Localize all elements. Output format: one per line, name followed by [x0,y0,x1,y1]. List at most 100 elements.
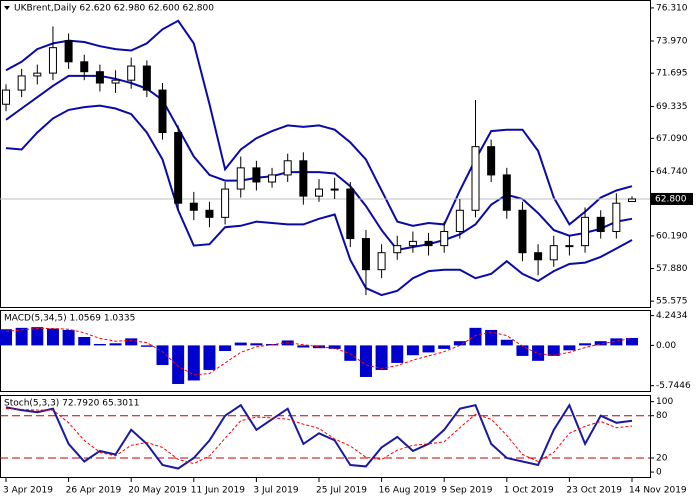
macd-bar [125,338,138,346]
macd-bar [453,341,466,346]
last-price-label: 62.800 [655,194,687,204]
macd-bar [31,327,44,346]
candle-body [252,167,261,183]
macd-bar [344,345,357,361]
candle-body [268,174,277,183]
x-tick-label: 25 Jul 2019 [316,486,367,496]
candle-body [581,216,590,247]
candle-body [408,240,417,247]
macd-bar [422,345,435,353]
candle-body [440,230,449,247]
y-tick-label: 73.970 [656,37,688,47]
candle-body [17,75,26,91]
macd-bar [313,345,325,349]
y-tick-label: 0 [656,468,662,478]
x-tick-label: 26 Apr 2019 [66,486,122,496]
macd-bar [406,345,419,356]
candle-body [424,240,433,247]
candle-body [2,89,10,105]
candle-body [377,252,386,271]
candle-body [471,146,480,211]
x-tick-label: 14 Nov 2019 [629,486,687,496]
candle-body [48,47,57,74]
macd-bar [46,328,59,346]
y-tick-label: 60.190 [656,231,688,241]
y-tick-label: 67.090 [656,134,688,144]
candle-body [534,252,543,261]
macd-bar [109,343,122,346]
macd-bar [140,345,153,347]
macd-bar [0,329,12,346]
y-tick-label: 76.310 [656,3,688,13]
x-tick-label: 23 Oct 2019 [566,486,622,496]
x-tick-label: 3 Apr 2019 [3,486,53,496]
candle-body [205,209,214,218]
x-tick-label: 1 Oct 2019 [504,486,554,496]
candle-body [299,160,308,197]
candle-body [95,71,104,84]
macd-bar [438,345,451,349]
candle-body [628,198,636,203]
candle-body [33,72,42,77]
candle-body [502,174,511,211]
candle-body [549,245,558,261]
candle-body [346,188,355,240]
stoch-panel [0,395,651,478]
candle-body [455,209,464,232]
macd-bar [532,345,545,361]
macd-bar [626,337,638,346]
indicator-line [5,19,633,227]
candle-body [80,61,89,73]
price-panel [0,0,651,308]
indicator-line [5,74,633,251]
y-tick-label: 100 [656,397,673,407]
y-tick-label: 0.00 [656,341,676,351]
candle-body [64,40,73,63]
y-tick-label: 55.575 [656,297,688,307]
x-tick-label: 20 May 2019 [128,486,187,496]
x-tick-label: 3 Jul 2019 [253,486,298,496]
macd-bar [78,336,91,346]
y-tick-label: 4.2434 [656,311,688,321]
macd-title: MACD(5,34,5) 1.0569 1.0335 [4,314,135,324]
y-tick-label: 64.740 [656,167,688,177]
candle-body [142,65,151,91]
candle-body [189,202,198,211]
y-tick-label: 20 [656,453,668,463]
indicator-line [5,403,633,470]
candle-body [487,146,496,176]
candle-body [174,132,183,204]
macd-bar [250,343,263,346]
macd-bar [594,341,607,346]
candle-body [565,245,574,248]
y-tick-label: 69.335 [656,102,688,112]
macd-bar [15,327,28,346]
y-tick-label: -5.7446 [656,381,691,391]
macd-bar [93,343,106,346]
y-tick-label: 57.880 [656,264,688,274]
x-tick-label: 16 Aug 2019 [379,486,437,496]
indicator-line [5,408,633,465]
macd-bar [297,345,310,348]
macd-bar [610,338,623,346]
candle-body [612,202,621,232]
macd-bar [62,329,75,346]
macd-bar [203,345,216,370]
candle-body [330,188,339,191]
macd-bar [187,345,200,381]
candle-body [111,79,120,84]
stoch-title: Stoch(5,3,3) 72.7920 65.3011 [4,399,139,409]
macd-bar [563,345,576,351]
macd-bar [391,345,404,363]
candle-body [361,238,370,271]
candle-body [158,89,167,134]
candle-body [596,216,605,232]
macd-bar [579,343,592,346]
macd-bar [500,339,513,346]
macd-bar [516,345,529,356]
chart-title: UKBrent,Daily 62.620 62.980 62.600 62.80… [14,4,214,14]
y-tick-label: 71.695 [656,69,688,79]
indicator-line [5,328,633,376]
candle-body [221,188,230,218]
